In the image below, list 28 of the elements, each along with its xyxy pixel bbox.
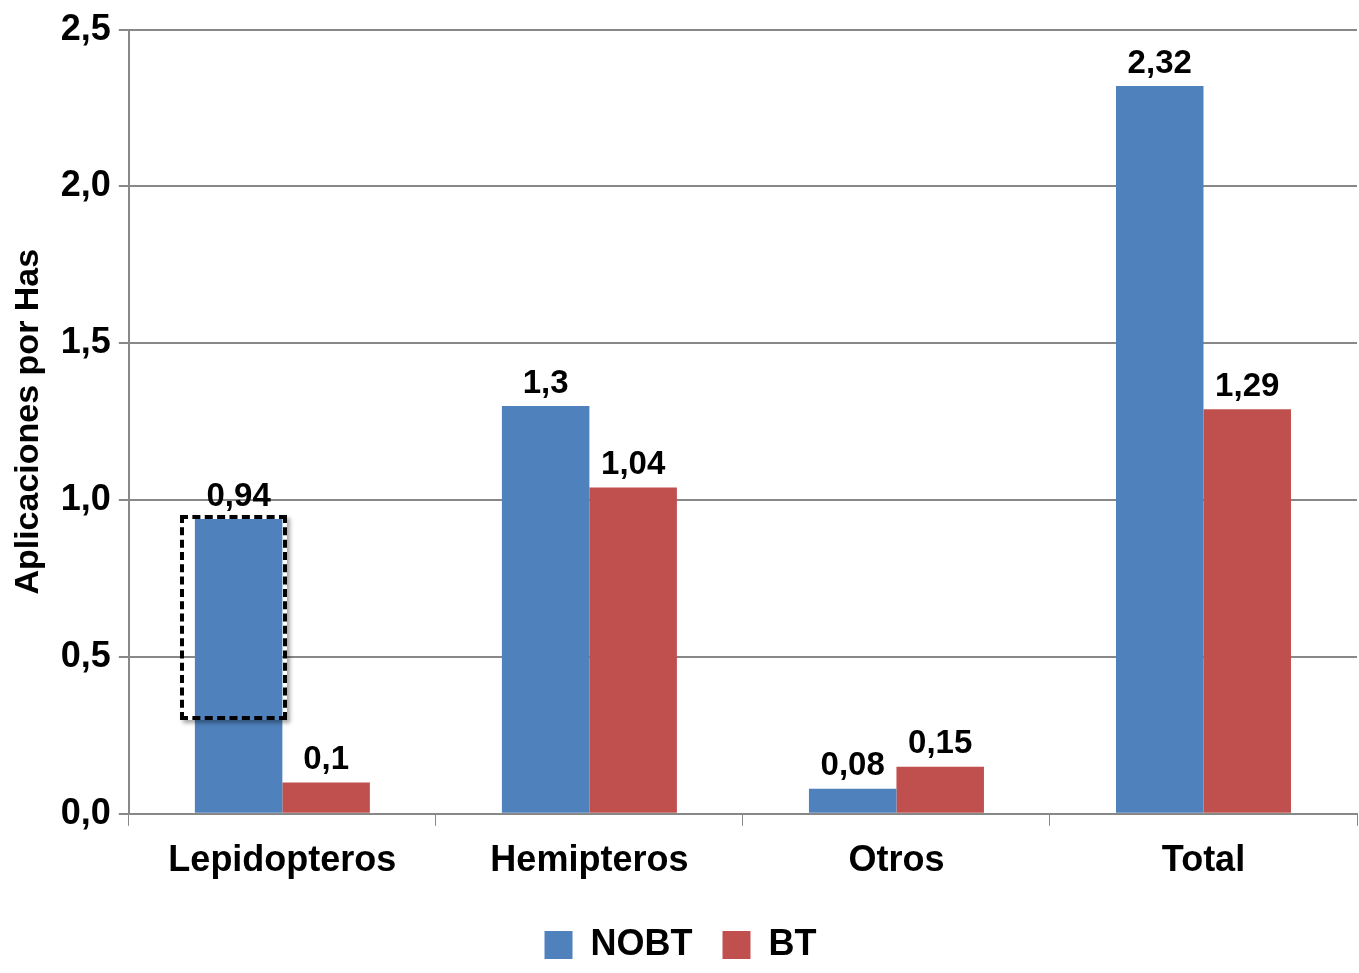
bar (282, 782, 370, 813)
y-tick-label: 0,0 (60, 790, 111, 832)
y-tick-label: 2,0 (60, 163, 111, 205)
y-tick-label: 1,5 (60, 320, 111, 362)
data-label: 2,32 (1127, 42, 1192, 80)
legend-label: NOBT (590, 921, 693, 963)
data-label: 1,04 (601, 444, 666, 482)
bar (1203, 409, 1291, 813)
y-axis-title: Aplicaciones por Has (6, 248, 45, 595)
data-label: 0,1 (303, 739, 350, 777)
data-label: 0,08 (820, 745, 885, 783)
bar (589, 487, 677, 813)
bar (1115, 86, 1204, 813)
bar (501, 406, 590, 813)
data-label: 0,94 (206, 475, 272, 513)
data-label: 0,15 (908, 723, 973, 761)
data-label: 1,3 (522, 362, 569, 400)
legend-label: BT (768, 921, 817, 963)
x-tick-label: Hemipteros (490, 838, 689, 880)
bar (808, 788, 897, 813)
y-tick-label: 2,5 (60, 6, 111, 48)
x-tick-label: Otros (848, 838, 945, 880)
bar (896, 766, 984, 813)
x-tick-label: Lepidopteros (168, 838, 397, 880)
y-tick-label: 1,0 (60, 477, 111, 519)
x-tick-label: Total (1161, 838, 1246, 880)
data-label: 1,29 (1215, 365, 1280, 403)
y-tick-label: 0,5 (60, 633, 111, 675)
